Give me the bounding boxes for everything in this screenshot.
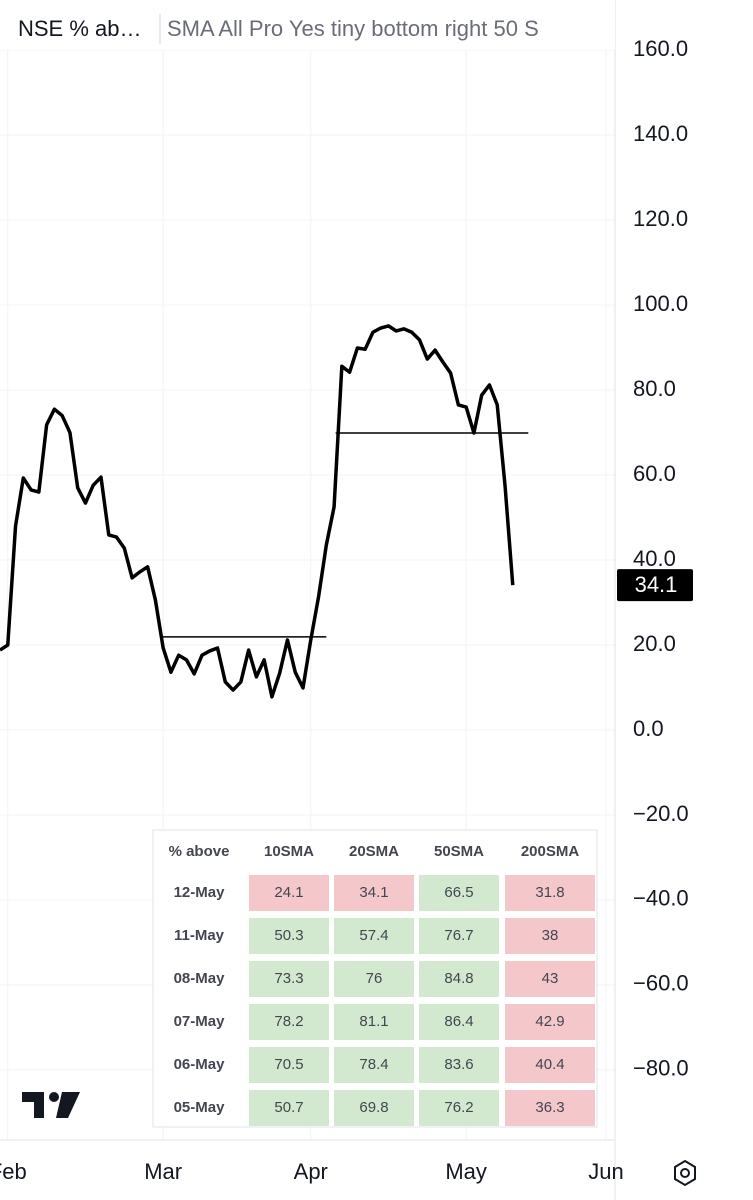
table-cell (334, 875, 414, 911)
table-cell (334, 918, 414, 954)
table-cell (505, 1090, 595, 1126)
y-tick-label: 40.0 (633, 546, 676, 571)
y-tick-label: −20.0 (633, 801, 689, 826)
cell-value: 84.8 (444, 970, 473, 987)
table-cell (419, 1004, 499, 1040)
row-label: 11-May (174, 927, 225, 944)
table-header: 10SMA (264, 843, 314, 860)
cell-value: 36.3 (535, 1099, 564, 1116)
y-tick-label: 80.0 (633, 376, 676, 401)
table-cell (505, 1004, 595, 1040)
cell-value: 50.3 (274, 927, 303, 944)
cell-value: 66.5 (444, 884, 473, 901)
chart-title: NSE % ab… (18, 16, 142, 41)
cell-value: 34.1 (359, 884, 388, 901)
cell-value: 69.8 (359, 1099, 388, 1116)
settings-button[interactable] (674, 1159, 696, 1187)
cell-value: 43 (542, 970, 559, 987)
logo (22, 1092, 80, 1118)
cell-value: 50.7 (274, 1099, 303, 1116)
table: % above 10SMA 20SMA 50SMA 200SMA 12-May 24.1 34… (152, 829, 598, 1128)
table-cell (249, 961, 329, 997)
cell-value: 76 (366, 970, 383, 987)
table-cell (419, 1090, 499, 1126)
table-cell (249, 1090, 329, 1126)
last-value-label: 34.1 (635, 572, 678, 597)
cell-value: 70.5 (274, 1056, 303, 1073)
table-cell (505, 918, 595, 954)
y-tick-label: 100.0 (633, 291, 688, 316)
x-tick-label: Feb (0, 1159, 27, 1184)
cell-value: 83.6 (444, 1056, 473, 1073)
axes: 160.0 140.0 120.0 100.0 80.0 60.0 40.0 20.0 0.0 −… (0, 36, 693, 1184)
y-tick-label: 60.0 (633, 461, 676, 486)
table-header: % above (169, 843, 230, 860)
table-cell (249, 875, 329, 911)
cell-value: 38 (542, 927, 559, 944)
table-cell (419, 1047, 499, 1083)
cell-value: 86.4 (444, 1013, 473, 1030)
table-cell (505, 961, 595, 997)
x-tick-label: Jun (588, 1159, 623, 1184)
y-tick-label: 120.0 (633, 206, 688, 231)
cell-value: 31.8 (535, 884, 564, 901)
table-cell (334, 1047, 414, 1083)
cell-value: 42.9 (535, 1013, 564, 1030)
table-cell (334, 961, 414, 997)
cell-value: 78.4 (359, 1056, 388, 1073)
x-tick-label: Apr (294, 1159, 328, 1184)
x-tick-label: May (445, 1159, 487, 1184)
header (0, 0, 615, 50)
table-header: 200SMA (521, 843, 580, 860)
y-tick-label: 140.0 (633, 121, 688, 146)
cell-value: 73.3 (274, 970, 303, 987)
table-cell (505, 1047, 595, 1083)
cell-value: 78.2 (274, 1013, 303, 1030)
y-tick-label: −40.0 (633, 886, 689, 911)
table-cell (419, 918, 499, 954)
table-cell (419, 875, 499, 911)
table-cell (249, 1047, 329, 1083)
plot (0, 324, 529, 699)
last-value-box (617, 569, 693, 602)
y-tick-label: 20.0 (633, 631, 676, 656)
x-tick-label: Mar (144, 1159, 182, 1184)
row-label: 06-May (174, 1056, 226, 1073)
cell-value: 24.1 (274, 884, 303, 901)
table-cell (249, 918, 329, 954)
cell-value: 40.4 (535, 1056, 564, 1073)
y-tick-label: 0.0 (633, 716, 664, 741)
table-cell (334, 1004, 414, 1040)
cell-value: 76.2 (444, 1099, 473, 1116)
table-header: 50SMA (434, 843, 484, 860)
table-cell (505, 875, 595, 911)
row-label: 07-May (174, 1013, 226, 1030)
row-label: 08-May (174, 970, 226, 987)
row-label: 12-May (174, 884, 226, 901)
row-label: 05-May (174, 1099, 226, 1116)
y-tick-label: 160.0 (633, 36, 688, 61)
y-tick-label: −80.0 (633, 1056, 689, 1081)
chart-subtitle: SMA All Pro Yes tiny bottom right 50 S (167, 16, 539, 41)
cell-value: 76.7 (444, 927, 473, 944)
line (0, 324, 515, 699)
cell-value: 57.4 (359, 927, 388, 944)
cell-value: 81.1 (359, 1013, 388, 1030)
y-tick-label: −60.0 (633, 971, 689, 996)
table-header: 20SMA (349, 843, 399, 860)
table-cell (419, 961, 499, 997)
table-cell (249, 1004, 329, 1040)
table-cell (334, 1090, 414, 1126)
header-fade (605, 0, 615, 50)
